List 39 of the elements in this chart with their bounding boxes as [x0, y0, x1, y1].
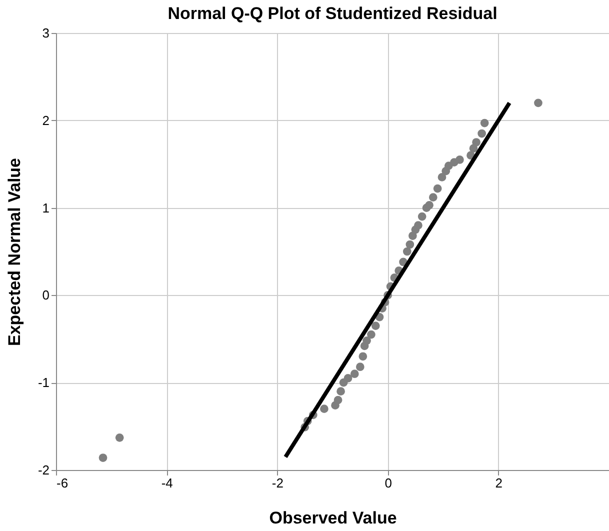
point — [478, 129, 486, 138]
point — [402, 247, 412, 256]
point — [414, 221, 422, 230]
point — [356, 362, 364, 372]
point — [433, 184, 442, 193]
point — [418, 212, 426, 221]
point — [344, 374, 352, 382]
x-tick-label: 2 — [495, 476, 503, 490]
point — [480, 118, 489, 128]
point — [336, 387, 345, 396]
x-tick-label: 0 — [384, 476, 392, 490]
point — [334, 396, 342, 404]
y-tick-label: 2 — [42, 112, 50, 128]
x-axis-title: Observed Value — [269, 508, 397, 528]
y-tick-label: -1 — [38, 375, 50, 390]
point — [406, 240, 414, 249]
y-axis-title: Expected Normal Value — [4, 158, 24, 346]
point — [98, 454, 108, 462]
point — [428, 193, 438, 202]
point — [320, 404, 328, 413]
x-tick-label: -2 — [272, 476, 284, 490]
point — [350, 370, 359, 378]
point — [534, 98, 542, 108]
point — [472, 138, 480, 146]
point — [456, 156, 464, 164]
point — [362, 336, 371, 345]
point — [358, 352, 368, 361]
chart-title: Normal Q-Q Plot of Studentized Residual — [168, 4, 498, 23]
point — [371, 322, 380, 330]
x-tick-label: -4 — [161, 476, 173, 490]
point — [367, 330, 376, 339]
point — [438, 173, 446, 182]
y-tick-label: 3 — [42, 26, 50, 40]
y-tick-label: -2 — [38, 462, 50, 478]
y-tick-label: 0 — [42, 288, 50, 303]
x-tick-label: -6 — [56, 476, 68, 490]
point — [425, 201, 434, 210]
y-tick-label: 1 — [42, 200, 50, 216]
point — [115, 433, 124, 442]
